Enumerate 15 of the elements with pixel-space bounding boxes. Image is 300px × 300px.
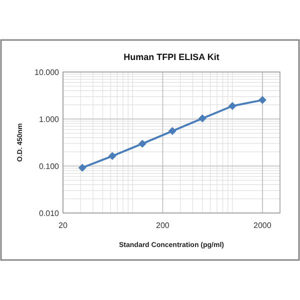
y-tick-label: 1.000	[38, 114, 60, 124]
point	[78, 164, 86, 172]
chart-title: Human TFPI ELISA Kit	[124, 52, 220, 62]
point	[138, 140, 146, 148]
y-tick-label: 0.100	[38, 162, 60, 171]
point	[228, 102, 236, 110]
y-tick-label: 10.000	[34, 68, 60, 77]
y-tick-label: 0.010	[38, 208, 60, 218]
point	[168, 127, 176, 136]
x-tick-label: 200	[156, 221, 170, 230]
x-tick-label: 20	[58, 221, 68, 230]
x-tick-label: 2000	[254, 221, 272, 230]
point	[198, 114, 206, 122]
point	[108, 152, 116, 160]
point	[258, 96, 266, 104]
